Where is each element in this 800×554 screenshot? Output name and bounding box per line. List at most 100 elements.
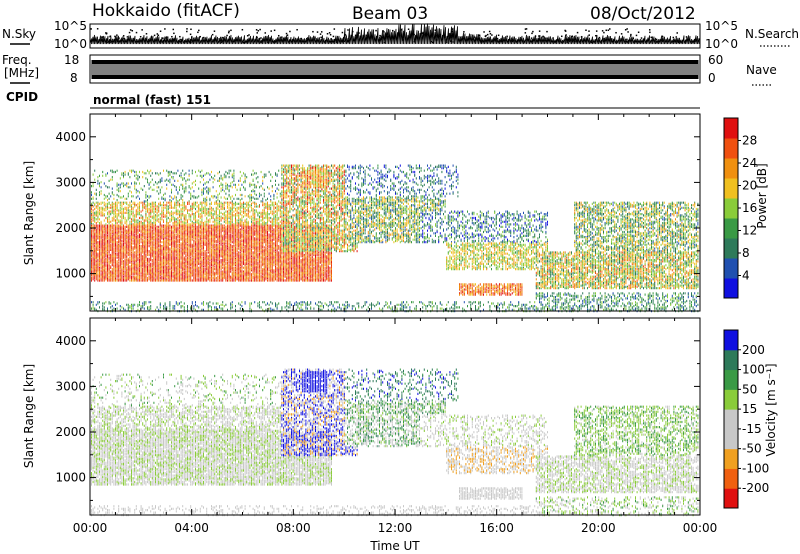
nsky-dot <box>595 30 598 32</box>
x-tick-label: 00:00 <box>73 521 108 535</box>
nave-label: Nave <box>746 63 777 77</box>
nsky-dot <box>435 39 438 41</box>
nsky-panel <box>89 23 701 49</box>
velocity-colorbar: 200 100 50 15 -15 -50 -100 -200 <box>723 329 769 509</box>
nsky-dot <box>557 38 559 41</box>
nsky-dot <box>109 41 111 43</box>
nsky-dot <box>379 34 381 37</box>
nsky-dot <box>626 38 628 41</box>
velocity-echo-cells <box>91 368 699 517</box>
nsky-dot <box>105 32 107 34</box>
nsky-dot <box>430 40 433 43</box>
nsky-dot <box>320 36 322 39</box>
nsky-dot <box>297 38 299 41</box>
nsky-dot <box>94 38 96 41</box>
nsky-dot <box>129 29 132 31</box>
freq-panel <box>89 54 701 84</box>
nsky-dot <box>203 36 205 39</box>
nsky-dot <box>285 32 288 35</box>
nsky-dot <box>434 29 437 31</box>
nsky-dot <box>365 34 367 37</box>
nsky-dot <box>479 39 482 42</box>
nsky-dot <box>243 41 245 44</box>
nsky-dot <box>332 35 335 38</box>
nsky-dot <box>571 40 574 43</box>
colorbar-swatch <box>724 178 738 199</box>
nsky-dot <box>255 29 258 31</box>
nsky-dot <box>390 35 393 38</box>
nsky-dot <box>241 28 244 31</box>
nsky-dot <box>289 30 291 33</box>
nsky-dot <box>694 40 696 43</box>
nsky-bars <box>89 23 700 46</box>
nsky-dot <box>407 28 410 30</box>
velocity-heatmap <box>91 368 699 517</box>
nsky-dot <box>330 38 332 40</box>
nsky-dot <box>495 39 497 42</box>
nsky-dot <box>267 41 270 44</box>
freq-label: Freq. <box>2 53 32 67</box>
nsky-dot <box>698 38 701 41</box>
nsearch-tick-bottom: 10^0 <box>705 37 738 51</box>
nsky-dot <box>655 38 658 41</box>
nsky-dot <box>260 41 263 43</box>
nsky-dot <box>497 34 500 37</box>
nsky-dot <box>495 39 497 41</box>
nsky-dot <box>191 36 193 38</box>
colorbar-tick-label: 20 <box>742 179 757 193</box>
power-ylabel: Slant Range [km] <box>22 161 36 265</box>
nsky-dot <box>685 36 688 38</box>
y-tick-label: 1000 <box>55 267 86 281</box>
nsky-dot <box>189 33 192 36</box>
nsky-dot <box>402 39 404 41</box>
nsky-dot <box>679 40 682 42</box>
nsky-dot <box>199 35 201 38</box>
nsky-dot <box>157 34 160 37</box>
nsky-dot <box>165 36 168 38</box>
nsky-dot <box>90 28 92 30</box>
velocity-ylabel: Slant Range [km] <box>22 364 36 468</box>
nsky-trace <box>89 23 701 46</box>
power-echo-cells <box>91 164 699 313</box>
y-tick-label: 2000 <box>55 221 86 235</box>
y-tick-label: 2000 <box>55 425 86 439</box>
beam-title: Beam 03 <box>352 4 428 24</box>
cpid-label: CPID <box>6 90 38 104</box>
power-heatmap <box>91 164 699 313</box>
time-x-axis: 00:00 04:00 08:00 12:00 16:00 20:00 00:00 <box>73 114 717 535</box>
nsky-dot <box>635 34 638 37</box>
x-tick-label: 04:00 <box>174 521 209 535</box>
nsky-dot <box>114 41 117 43</box>
y-tick-label: 3000 <box>55 379 86 393</box>
nsky-dot <box>525 28 528 30</box>
nsky-dot <box>135 31 138 34</box>
colorbar-swatch <box>724 330 738 351</box>
nsky-dot <box>172 28 175 31</box>
nsky-dot <box>303 40 305 43</box>
nsky-dot <box>213 30 216 32</box>
nsky-dot <box>413 33 415 36</box>
nsky-dot <box>506 35 508 38</box>
nsky-dot <box>96 28 99 30</box>
nsky-dot <box>609 28 611 30</box>
nsky-dot <box>329 33 332 36</box>
nsky-dot <box>101 36 104 38</box>
nsky-dot <box>256 32 259 34</box>
nsky-dot <box>343 40 346 42</box>
nsky-dot <box>626 28 628 30</box>
nsky-dot <box>380 38 382 40</box>
nsky-dot <box>101 36 103 38</box>
nsky-dot <box>567 39 569 41</box>
nsky-dot <box>484 35 487 37</box>
nsearch-label: N.Search <box>745 27 799 41</box>
nsky-dot <box>649 31 651 34</box>
colorbar-swatch <box>724 158 738 179</box>
nsky-dot <box>576 40 579 43</box>
nsky-dot <box>531 32 533 35</box>
nsky-dot <box>410 33 412 35</box>
nsky-dot <box>375 29 377 32</box>
nsky-dot <box>300 37 302 40</box>
nsky-dot <box>483 31 485 33</box>
nsky-dot <box>228 30 230 33</box>
nsky-dot <box>439 34 442 36</box>
